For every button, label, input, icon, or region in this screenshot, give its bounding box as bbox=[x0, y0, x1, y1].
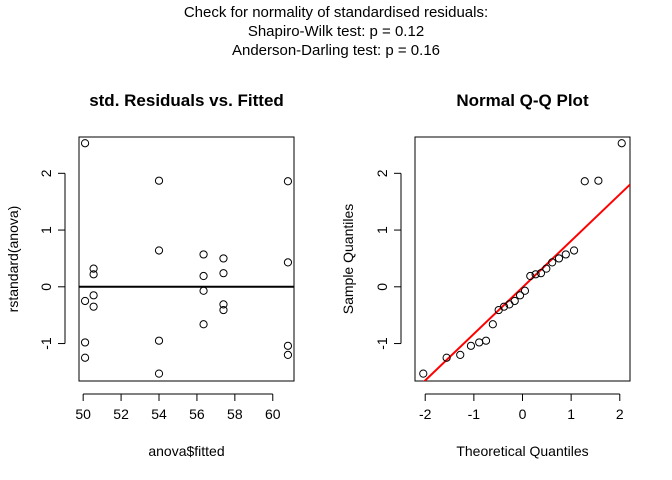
data-point bbox=[475, 338, 484, 347]
data-point bbox=[154, 176, 164, 185]
x-tick-label: 50 bbox=[75, 406, 91, 422]
data-point bbox=[617, 139, 626, 148]
data-point bbox=[219, 305, 228, 315]
plot-frame bbox=[78, 136, 295, 382]
y-tick-label: 2 bbox=[374, 169, 390, 177]
x-tick-label: -1 bbox=[468, 406, 481, 422]
qq-reference-line bbox=[423, 183, 630, 381]
data-point bbox=[80, 139, 90, 148]
data-point bbox=[89, 270, 98, 279]
data-point bbox=[219, 300, 228, 309]
x-axis-label: anova$fitted bbox=[148, 443, 224, 459]
residuals-vs-fitted-panel: std. Residuals vs. Fitted 50 52 54 56 58 60 -… bbox=[5, 91, 295, 459]
x-tick-label: 1 bbox=[567, 406, 575, 422]
data-point bbox=[283, 350, 293, 359]
suptitle-line-3: Anderson-Darling test: p = 0.16 bbox=[232, 42, 440, 59]
suptitle-line-2: Shapiro-Wilk test: p = 0.12 bbox=[248, 23, 424, 40]
data-point bbox=[283, 258, 293, 267]
y-tick-label: 0 bbox=[374, 283, 390, 291]
data-point bbox=[526, 271, 535, 281]
data-point bbox=[199, 250, 208, 259]
y-tick-label: 2 bbox=[38, 169, 54, 177]
data-point bbox=[199, 271, 208, 281]
data-point bbox=[594, 176, 603, 185]
data-point bbox=[219, 254, 228, 263]
data-point bbox=[89, 291, 98, 300]
data-point bbox=[456, 350, 465, 359]
y-tick-label: -1 bbox=[38, 337, 54, 350]
x-tick-label: 56 bbox=[189, 406, 205, 422]
x-tick-label: 54 bbox=[151, 406, 167, 422]
y-tick-label: 0 bbox=[38, 283, 54, 291]
data-point bbox=[520, 286, 530, 295]
data-point bbox=[515, 291, 525, 300]
x-tick-label: 60 bbox=[265, 406, 281, 422]
y-axis-label: rstandard(anova) bbox=[5, 206, 21, 313]
data-point bbox=[199, 286, 208, 295]
panel-title: std. Residuals vs. Fitted bbox=[89, 91, 284, 110]
x-tick-label: 58 bbox=[227, 406, 243, 422]
data-point bbox=[466, 341, 476, 350]
data-point bbox=[561, 250, 570, 259]
x-axis-label: Theoretical Quantiles bbox=[456, 443, 588, 459]
data-point bbox=[283, 341, 293, 350]
data-point bbox=[89, 302, 98, 311]
data-point bbox=[154, 369, 164, 378]
panel-title: Normal Q-Q Plot bbox=[456, 91, 589, 110]
data-point bbox=[80, 296, 90, 306]
x-tick-label: 0 bbox=[519, 406, 527, 422]
data-point bbox=[199, 320, 208, 329]
data-point bbox=[531, 270, 540, 279]
plot-frame bbox=[414, 136, 631, 382]
data-point bbox=[219, 269, 228, 278]
data-point bbox=[488, 320, 497, 329]
data-point bbox=[80, 338, 90, 347]
data-point bbox=[419, 369, 428, 378]
data-point bbox=[554, 254, 564, 263]
y-tick-label: -1 bbox=[374, 337, 390, 350]
data-point bbox=[80, 353, 90, 362]
data-point bbox=[548, 258, 557, 267]
data-point bbox=[89, 264, 98, 273]
x-tick-label: 52 bbox=[113, 406, 129, 422]
data-point bbox=[154, 336, 164, 345]
data-point bbox=[442, 353, 451, 362]
data-point bbox=[283, 177, 293, 186]
y-axis-label: Sample Quantiles bbox=[340, 204, 356, 315]
data-point bbox=[569, 246, 579, 255]
data-point bbox=[542, 264, 551, 273]
x-tick-label: -2 bbox=[419, 406, 432, 422]
data-point bbox=[154, 246, 164, 255]
data-point bbox=[536, 269, 546, 278]
data-point bbox=[481, 336, 491, 345]
data-point bbox=[499, 302, 509, 311]
data-point bbox=[580, 177, 589, 186]
y-tick-label: 1 bbox=[374, 226, 390, 234]
y-tick-label: 1 bbox=[38, 226, 54, 234]
normal-qq-panel: Normal Q-Q Plot -2 -1 0 1 2 -1 0 1 2 Theoretica… bbox=[340, 91, 631, 459]
suptitle-line-1: Check for normality of standardised resi… bbox=[184, 4, 488, 21]
data-point bbox=[510, 296, 519, 306]
x-tick-label: 2 bbox=[616, 406, 624, 422]
